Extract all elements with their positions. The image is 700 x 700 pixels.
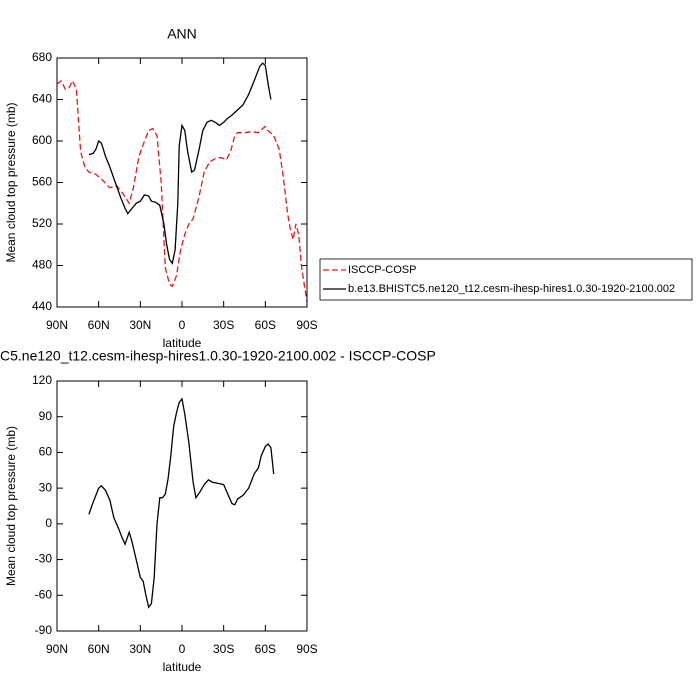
y-tick-label: 90 [39,409,53,423]
x-tick-label: 30N [129,642,151,656]
chart-title: C5.ne120_t12.cesm-ihesp-hires1.0.30-1920… [0,348,436,364]
x-tick-label: 90N [46,318,68,332]
y-tick-label: 440 [32,299,52,313]
x-axis-label: latitude [163,660,202,674]
x-tick-label: 30S [213,318,234,332]
y-tick-label: 520 [32,216,52,230]
x-axis-label: latitude [163,336,202,350]
x-tick-label: 0 [179,318,186,332]
plot-frame [56,57,308,308]
x-tick-label: 30S [213,642,234,656]
data-line [56,79,308,302]
y-tick-label: 480 [32,258,52,272]
y-tick-label: 120 [32,373,52,387]
x-tick-label: 90S [296,318,317,332]
legend-label: ISCCP-COSP [348,264,416,276]
data-line [88,397,275,609]
y-axis-label: Mean cloud top pressure (mb) [4,102,18,262]
y-tick-label: 640 [32,92,52,106]
legend-label: b.e13.BHISTC5.ne120_t12.cesm-ihesp-hires… [348,283,675,295]
data-line [88,62,272,266]
plot-frame [56,380,308,632]
chart-title: ANN [167,26,197,42]
y-tick-label: -90 [35,623,53,637]
x-tick-label: 60S [255,318,276,332]
y-tick-label: 600 [32,133,52,147]
y-tick-label: 60 [39,445,53,459]
y-tick-label: -60 [35,587,53,601]
x-tick-label: 30N [129,318,151,332]
y-axis-label: Mean cloud top pressure (mb) [4,426,18,586]
y-tick-label: 680 [32,50,52,64]
y-tick-label: 30 [39,480,53,494]
x-tick-label: 60N [88,318,110,332]
x-tick-label: 90S [296,642,317,656]
x-tick-label: 0 [179,642,186,656]
y-tick-label: 0 [45,516,52,530]
x-tick-label: 90N [46,642,68,656]
x-tick-label: 60S [255,642,276,656]
legend-box [319,258,693,301]
y-tick-label: -30 [35,552,53,566]
x-tick-label: 60N [88,642,110,656]
y-tick-label: 560 [32,175,52,189]
